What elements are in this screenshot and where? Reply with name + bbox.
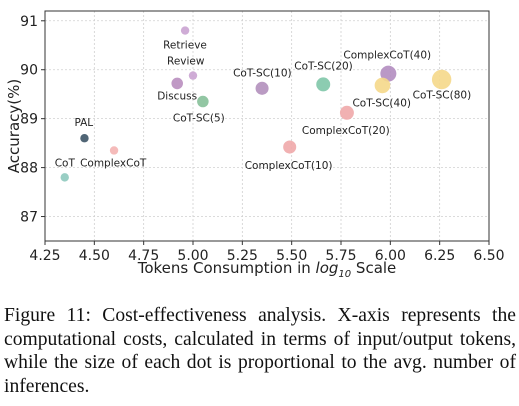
y-tick-label: 90: [20, 63, 38, 79]
x-tick-label: 4.75: [128, 248, 159, 264]
data-point: [339, 105, 354, 120]
chart-svg: CoT PAL ComplexCoT Retrieve Review Discuss CoT…: [5, 10, 505, 280]
x-tick-label: 6.25: [424, 248, 455, 264]
x-tick-label: 5.25: [227, 248, 258, 264]
x-tick-label: 5.50: [276, 248, 307, 264]
data-point: [171, 77, 183, 90]
x-tick-label: 4.25: [29, 248, 60, 264]
point-label: PAL: [74, 117, 93, 129]
data-point: [380, 65, 397, 82]
point-label: Discuss: [157, 90, 197, 102]
data-point: [316, 77, 331, 92]
x-tick-label: 5.75: [325, 248, 356, 264]
y-tick-label: 88: [20, 161, 38, 177]
data-point: [374, 77, 391, 94]
point-label: Review: [167, 56, 205, 68]
data-points: [60, 26, 452, 182]
data-point: [255, 81, 269, 95]
scatter-chart: CoT PAL ComplexCoT Retrieve Review Discuss CoT…: [5, 10, 505, 280]
grid: [44, 11, 490, 241]
x-tick-labels: 4.25 4.50 4.75 5.00 5.25 5.50 5.75 6.00 6.25 6.50: [29, 241, 505, 264]
point-label: ComplexCoT(40): [343, 50, 431, 62]
point-label: ComplexCoT: [80, 157, 147, 169]
point-label: CoT-SC(80): [413, 90, 472, 102]
y-tick-labels: 87 88 89 90 91: [20, 14, 45, 226]
plot-frame: [44, 10, 490, 242]
point-label: ComplexCoT(10): [245, 160, 333, 172]
data-point: [109, 146, 119, 155]
x-tick-label: 6.00: [375, 248, 406, 264]
y-tick-label: 87: [20, 210, 38, 226]
figure-caption: Figure 11: Cost-effectiveness analysis. …: [4, 305, 516, 397]
data-point: [197, 95, 209, 108]
point-label: ComplexCoT(20): [302, 125, 390, 137]
x-axis-label: Tokens Consumption in log10 Scale: [137, 259, 397, 280]
point-label: CoT-SC(10): [233, 67, 292, 79]
point-label: CoT-SC(5): [173, 113, 225, 125]
point-label: CoT-SC(20): [294, 60, 353, 72]
point-label: CoT: [55, 157, 76, 169]
data-point: [283, 140, 297, 154]
x-tick-label: 4.50: [79, 248, 110, 264]
y-tick-label: 91: [20, 14, 38, 30]
data-point: [80, 134, 89, 143]
point-label: CoT-SC(40): [352, 97, 411, 109]
point-labels: CoT PAL ComplexCoT Retrieve Review Discuss CoT…: [55, 40, 471, 172]
point-label: Retrieve: [163, 40, 207, 52]
y-tick-label: 89: [20, 112, 38, 128]
data-point: [188, 71, 198, 80]
data-point: [60, 173, 69, 182]
y-axis-label: Accuracy(%): [5, 79, 23, 173]
data-point: [180, 26, 190, 35]
x-tick-label: 5.00: [177, 248, 208, 264]
x-tick-label: 6.50: [473, 248, 504, 264]
data-point: [431, 69, 452, 90]
